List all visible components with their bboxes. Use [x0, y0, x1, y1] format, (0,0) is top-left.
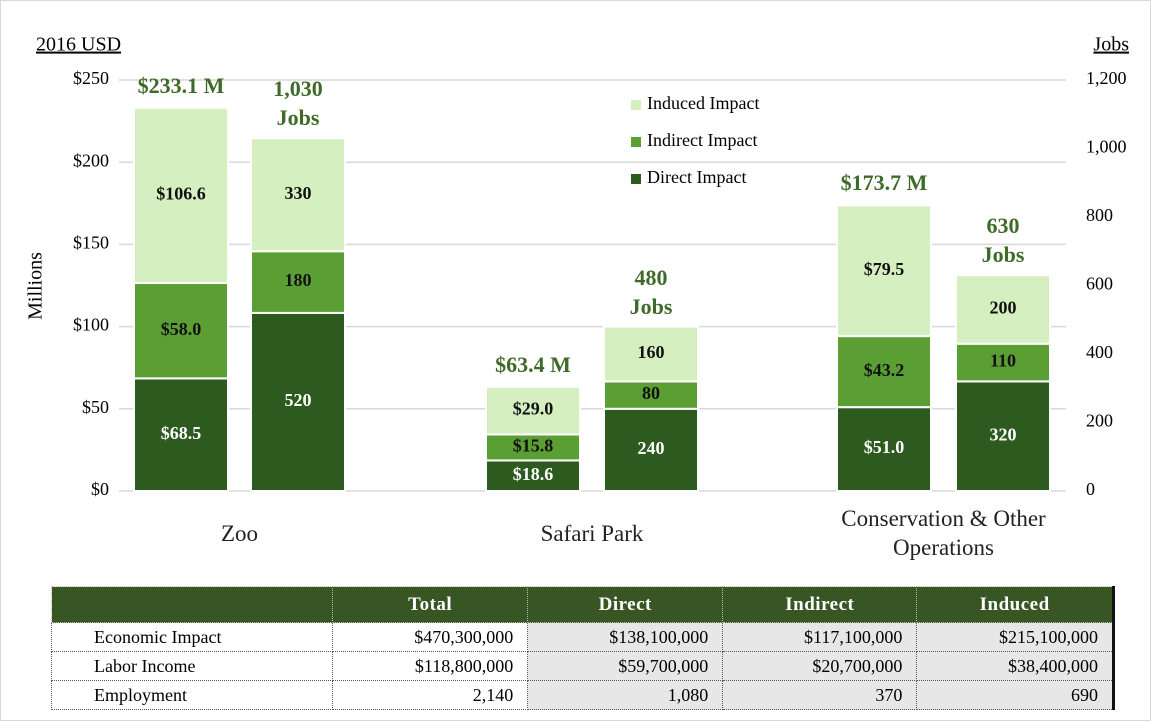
job-total-label: 630 Jobs [981, 213, 1025, 268]
total-label: $173.7 M [840, 170, 928, 196]
table-cell: $470,300,000 [332, 622, 529, 652]
header-cell [50, 586, 334, 623]
legend-label: Direct Impact [647, 167, 746, 187]
data-label: 110 [990, 351, 1016, 371]
y2-tick-label: 0 [1086, 479, 1095, 499]
bar-segment [955, 274, 1051, 345]
table-cell: 2,140 [332, 680, 529, 710]
y-tick-label: $200 [73, 150, 109, 170]
header-cell: Induced [916, 586, 1114, 623]
y-tick-label: $100 [73, 315, 109, 335]
chart: 2016 USD Jobs Millions $0 $50 $100 $150 $200… [25, 34, 1130, 500]
bar-segment [133, 282, 229, 380]
y2-tick-label: 600 [1086, 274, 1113, 294]
legend-label: Indirect Impact [647, 130, 757, 150]
data-label: $18.6 [513, 464, 554, 484]
y2-tick-label: 400 [1086, 342, 1113, 362]
data-label: 240 [638, 438, 665, 458]
table-cell: $215,100,000 [916, 622, 1114, 652]
table-cell: 370 [722, 680, 918, 710]
data-label: 180 [285, 270, 312, 290]
bar-segment [603, 325, 699, 383]
data-label: $43.2 [864, 360, 905, 380]
data-label: 320 [990, 424, 1017, 444]
bar-segment [250, 250, 346, 314]
bar-segment [250, 137, 346, 253]
data-label: 520 [285, 390, 312, 410]
bar-segment [955, 380, 1051, 492]
table-cell: Employment [50, 680, 334, 710]
table-cell: $138,100,000 [527, 622, 724, 652]
table-cell: $38,400,000 [916, 651, 1114, 681]
bar-segment [836, 406, 932, 493]
table-cell: $117,100,000 [722, 622, 918, 652]
table-cell: Economic Impact [50, 622, 334, 652]
y-tick-label: $50 [82, 397, 109, 417]
legend-label: Induced Impact [647, 93, 759, 113]
y-tick-label: $250 [73, 68, 109, 88]
table-row: Economic Impact $470,300,000 $138,100,000 $… [50, 622, 1114, 652]
table-cell: $20,700,000 [722, 651, 918, 681]
y-tick-label: $150 [73, 233, 109, 253]
legend-swatch [631, 137, 641, 147]
total-label: $233.1 M [137, 72, 225, 98]
bar-segment [836, 335, 932, 409]
table-cell: Labor Income [50, 651, 334, 681]
bar-segment [133, 106, 229, 285]
y2-axis-label: Jobs [1093, 34, 1129, 56]
y2-tick-label: 800 [1086, 205, 1113, 225]
data-label: 160 [638, 342, 665, 362]
y2-tick-label: 200 [1086, 411, 1113, 431]
bar-segment [955, 342, 1051, 383]
bar-segment [603, 380, 699, 410]
data-label: 200 [990, 298, 1017, 318]
data-label: $68.5 [161, 423, 202, 443]
bar-segment [250, 311, 346, 492]
data-label: $51.0 [864, 437, 905, 457]
data-label: 330 [285, 183, 312, 203]
data-label: $15.8 [513, 436, 554, 456]
unit-label: 2016 USD [36, 34, 121, 56]
bar-segment [133, 377, 229, 492]
job-total-label: 1,030 Jobs [273, 76, 323, 131]
bar-segment [603, 407, 699, 492]
summary-table: Total Direct Indirect Induced Economic Impa… [50, 586, 1115, 710]
data-label: 80 [642, 383, 660, 403]
category-label: Conservation & Other Operations [841, 506, 1046, 560]
table-row: Labor Income $118,800,000 $59,700,000 $20,7… [50, 651, 1114, 681]
category-label: Zoo [220, 520, 259, 546]
y2-tick-label: 1,200 [1086, 68, 1127, 88]
table-row: Employment 2,140 1,080 370 690 [50, 680, 1114, 710]
y-axis-label: Millions [25, 252, 47, 320]
data-label: $106.6 [156, 184, 206, 204]
data-label: $58.0 [161, 319, 202, 339]
header-cell: Total [332, 586, 529, 623]
legend-swatch [631, 100, 641, 110]
table-cell: 1,080 [527, 680, 724, 710]
category-label: Safari Park [540, 520, 644, 546]
header-cell: Direct [527, 586, 724, 623]
data-label: $79.5 [864, 259, 905, 279]
job-total-label: 480 Jobs [629, 264, 673, 319]
y2-tick-label: 1,000 [1086, 137, 1127, 157]
y-tick-label: $0 [91, 479, 109, 499]
data-label: $29.0 [513, 399, 554, 419]
bar-segment [836, 204, 932, 338]
total-label: $63.4 M [495, 351, 571, 377]
header-cell: Indirect [722, 586, 918, 623]
table-cell: 690 [916, 680, 1114, 710]
legend-swatch [631, 174, 641, 184]
table-cell: $59,700,000 [527, 651, 724, 681]
table-cell: $118,800,000 [332, 651, 529, 681]
bar-segment [485, 385, 581, 436]
